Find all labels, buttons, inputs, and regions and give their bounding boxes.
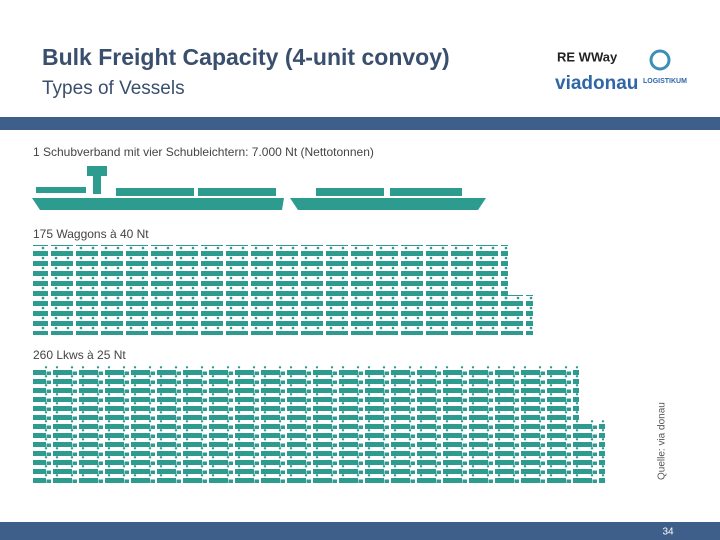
- source: Quelle: via donau: [657, 402, 668, 480]
- header-bar: [0, 117, 720, 130]
- logo-icon: [649, 49, 671, 71]
- page-number: 34: [662, 527, 674, 538]
- footer-bar: [0, 522, 720, 540]
- logo-project: RE WWay: [557, 49, 618, 64]
- wagon-rows: [33, 245, 533, 335]
- title: Bulk Freight Capacity (4-unit convoy): [42, 44, 450, 70]
- logo-partner: LOGISTIKUM: [643, 78, 687, 85]
- section-label: 260 Lkws à 25 Nt: [33, 348, 126, 362]
- section-label: 1 Schubverband mit vier Schubleichtern: …: [33, 145, 374, 159]
- section-label: 175 Waggons à 40 Nt: [33, 227, 149, 241]
- truck-rows: [33, 366, 605, 483]
- subtitle: Types of Vessels: [42, 78, 185, 99]
- convoy: [32, 166, 486, 210]
- logo-agency: viadonau: [555, 73, 638, 94]
